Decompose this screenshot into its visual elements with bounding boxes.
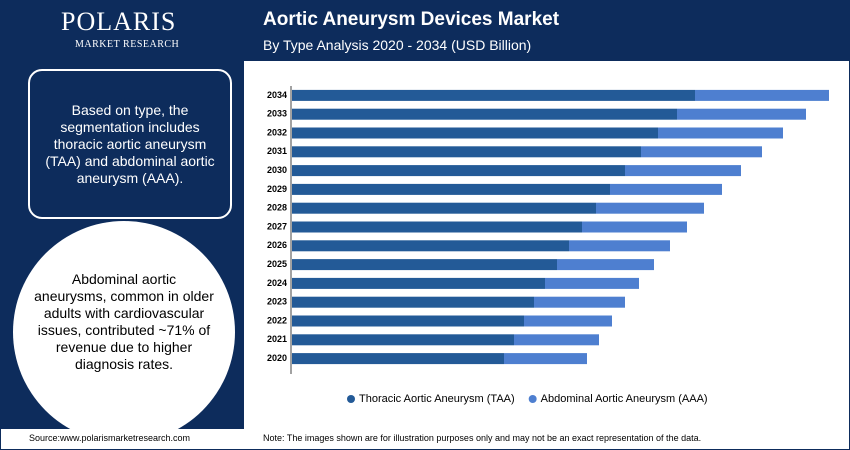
bar-segment <box>292 315 524 327</box>
bar-segment <box>582 221 687 233</box>
bar-segment <box>514 334 599 346</box>
chart-title: Aortic Aneurysm Devices Market <box>263 9 560 30</box>
y-tick-label: 2033 <box>267 109 287 119</box>
y-tick-label: 2022 <box>267 315 287 325</box>
y-tick-label: 2032 <box>267 127 287 137</box>
bar-segment <box>557 259 654 271</box>
bar-segment <box>292 259 557 271</box>
bar-segment <box>292 202 596 214</box>
y-tick-label: 2020 <box>267 353 287 363</box>
bar-segment <box>625 165 741 177</box>
y-tick-label: 2029 <box>267 184 287 194</box>
bar-segment <box>292 146 641 158</box>
bar-segment <box>292 353 504 365</box>
legend-marker <box>528 395 537 403</box>
bar-segment <box>292 240 569 252</box>
y-tick-label: 2023 <box>267 297 287 307</box>
bar-segment <box>610 183 722 195</box>
y-tick-label: 2025 <box>267 259 287 269</box>
chart-subtitle: By Type Analysis 2020 - 2034 (USD Billio… <box>263 37 532 53</box>
bar-segment <box>569 240 670 252</box>
y-tick-label: 2027 <box>267 221 287 231</box>
bar-segment <box>292 165 625 177</box>
bar-segment <box>596 202 704 214</box>
bar-segment <box>292 296 534 308</box>
bar-segment <box>292 89 695 101</box>
y-tick-label: 2030 <box>267 165 287 175</box>
bar-segment <box>534 296 625 308</box>
legend-marker <box>347 395 355 403</box>
source: Source:www.polarismarketresearch.com <box>29 433 191 443</box>
circle-text: Abdominal aortic aneurysms, common in ol… <box>34 271 214 372</box>
y-tick-label: 2024 <box>267 278 287 288</box>
bar-segment <box>292 334 514 346</box>
info-text: Based on type, the segmentation includes… <box>45 101 215 186</box>
left-panel: POLARIS MARKET RESEARCH Based on type, t… <box>1 1 244 443</box>
y-tick-label: 2026 <box>267 240 287 250</box>
bar-segment <box>292 183 610 195</box>
bar-segment <box>658 127 783 139</box>
bar-segment <box>292 277 545 289</box>
bar-segment <box>292 127 658 139</box>
bar-segment <box>504 353 587 365</box>
info-box: Based on type, the segmentation includes… <box>28 69 232 219</box>
bar-segment <box>677 108 806 120</box>
note: Note: The images shown are for illustrat… <box>263 433 702 443</box>
bar-segment <box>524 315 612 327</box>
bar-segment <box>545 277 639 289</box>
bar-segment <box>641 146 762 158</box>
bar-segment <box>695 89 829 101</box>
bar-segment <box>292 221 582 233</box>
y-tick-label: 2021 <box>267 334 287 344</box>
legend-label: Abdominal Aortic Aneurysm (AAA) <box>541 393 708 405</box>
y-tick-label: 2031 <box>267 146 287 156</box>
logo-sub: MARKET RESEARCH <box>75 39 180 50</box>
y-tick-label: 2034 <box>267 90 287 100</box>
y-tick-label: 2028 <box>267 203 287 213</box>
bar-segment <box>292 108 677 120</box>
logo: POLARIS <box>61 7 177 36</box>
legend-label: Thoracic Aortic Aneurysm (TAA) <box>359 393 515 405</box>
info-circle: Abdominal aortic aneurysms, common in ol… <box>13 221 235 443</box>
